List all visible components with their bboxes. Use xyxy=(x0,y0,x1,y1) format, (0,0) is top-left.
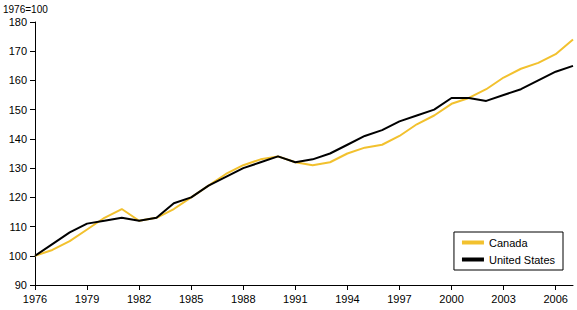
svg-text:120: 120 xyxy=(9,191,27,203)
svg-text:1991: 1991 xyxy=(283,293,307,305)
svg-text:1994: 1994 xyxy=(335,293,359,305)
svg-text:1976: 1976 xyxy=(23,293,47,305)
svg-text:130: 130 xyxy=(9,162,27,174)
svg-text:2006: 2006 xyxy=(543,293,567,305)
svg-text:1985: 1985 xyxy=(179,293,203,305)
svg-text:110: 110 xyxy=(9,221,27,233)
svg-text:90: 90 xyxy=(15,279,27,291)
svg-text:Canada: Canada xyxy=(489,237,528,249)
svg-text:150: 150 xyxy=(9,104,27,116)
svg-text:140: 140 xyxy=(9,133,27,145)
svg-text:160: 160 xyxy=(9,74,27,86)
svg-text:1976=100: 1976=100 xyxy=(3,4,48,15)
svg-text:1988: 1988 xyxy=(231,293,255,305)
svg-text:100: 100 xyxy=(9,250,27,262)
svg-text:1997: 1997 xyxy=(387,293,411,305)
svg-text:170: 170 xyxy=(9,45,27,57)
svg-text:2003: 2003 xyxy=(491,293,515,305)
svg-text:180: 180 xyxy=(9,16,27,28)
svg-text:United States: United States xyxy=(489,254,556,266)
svg-text:2000: 2000 xyxy=(439,293,463,305)
svg-text:1982: 1982 xyxy=(127,293,151,305)
svg-text:1979: 1979 xyxy=(75,293,99,305)
